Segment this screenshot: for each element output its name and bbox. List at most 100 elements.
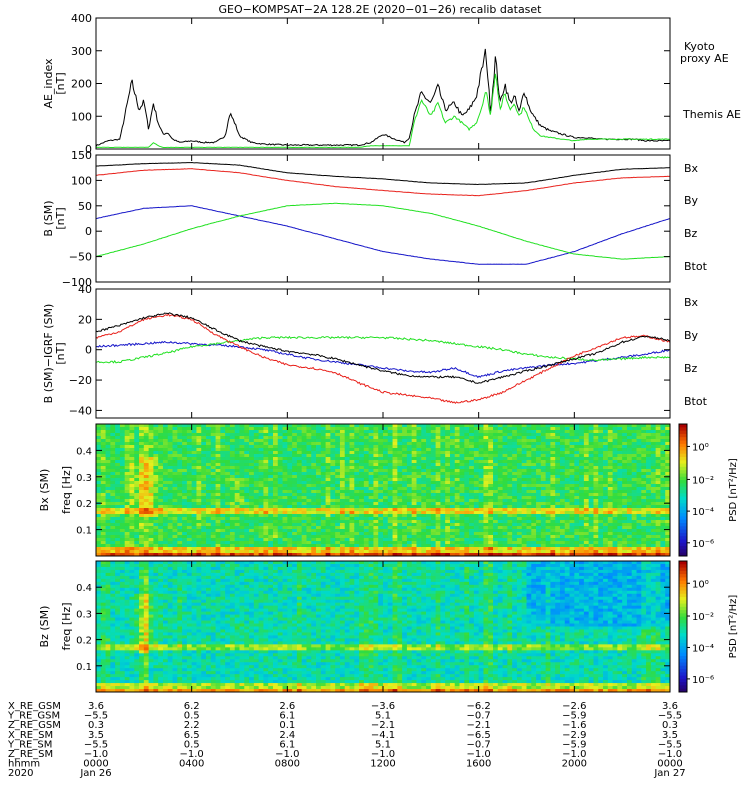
spectrogram-cell: [162, 445, 169, 449]
spectrogram-cell: [469, 487, 475, 491]
spectrogram-cell: [569, 526, 575, 530]
spectrogram-cell: [282, 532, 288, 536]
spectrogram-cell: [406, 505, 413, 509]
spectrogram-cell: [373, 550, 379, 554]
spectrogram-cell: [306, 505, 312, 509]
spectrogram-cell: [272, 439, 279, 443]
spectrogram-cell: [516, 490, 523, 494]
spectrogram-cell: [478, 475, 484, 479]
spectrogram-cell: [387, 514, 393, 518]
spectrogram-cell: [182, 526, 188, 530]
spectrogram-cell: [124, 424, 130, 428]
spectrogram-cell: [330, 436, 336, 440]
spectrogram-cell: [421, 535, 427, 539]
spectrogram-cell: [105, 490, 111, 494]
spectrogram-cell: [330, 553, 336, 557]
spectrogram-cell: [569, 475, 575, 479]
spectrogram-cell: [478, 427, 484, 431]
spectrogram-cell: [110, 511, 116, 515]
spectrogram-cell: [598, 451, 604, 455]
spectrogram-cell: [464, 427, 470, 431]
spectrogram-cell: [124, 457, 130, 461]
spectrogram-cell: [239, 523, 245, 527]
spectrogram-cell: [129, 517, 135, 521]
spectrogram-cell: [368, 493, 374, 497]
spectrogram-cell: [483, 442, 489, 446]
spectrogram-cell: [497, 502, 503, 506]
spectrogram-cell: [440, 547, 446, 551]
spectrogram-cell: [454, 433, 460, 437]
spectrogram-cell: [526, 472, 532, 476]
spectrogram-cell: [383, 445, 389, 449]
spectrogram-cell: [139, 445, 145, 449]
spectrogram-cell: [162, 487, 169, 491]
spectrogram-cell: [569, 541, 575, 545]
spectrogram-cell: [564, 463, 570, 467]
spectrogram-cell: [473, 433, 480, 437]
spectrogram-cell: [435, 550, 441, 554]
spectrogram-cell: [378, 478, 384, 482]
spectrogram-cell: [225, 511, 231, 515]
spectrogram-cell: [559, 439, 566, 443]
spectrogram-cell: [550, 487, 556, 491]
spectrogram-cell: [182, 532, 188, 536]
spectrogram-cell: [440, 475, 446, 479]
spectrogram-cell: [105, 445, 111, 449]
spectrogram-cell: [464, 481, 470, 485]
spectrogram-cell: [191, 478, 197, 482]
spectrogram-cell: [392, 433, 398, 437]
spectrogram-cell: [493, 550, 499, 554]
spectrogram-cell: [292, 535, 298, 539]
spectrogram-cell: [426, 541, 432, 545]
spectrogram-cell: [330, 481, 336, 485]
spectrogram-cell: [100, 427, 106, 431]
spectrogram-cell: [191, 511, 197, 515]
spectrogram-cell: [220, 457, 226, 461]
spectrogram-cell: [559, 442, 566, 446]
spectrogram-cell: [296, 496, 303, 500]
spectrogram-cell: [244, 514, 250, 518]
spectrogram-cell: [325, 469, 331, 473]
spectrogram-cell: [296, 442, 303, 446]
spectrogram-cell: [272, 424, 279, 428]
spectrogram-cell: [449, 550, 456, 554]
spectrogram-cell: [617, 511, 623, 515]
spectrogram-cell: [540, 511, 547, 515]
spectrogram-cell: [244, 520, 250, 524]
spectrogram-cell: [622, 439, 628, 443]
spectrogram-cell: [105, 496, 111, 500]
spectrogram-cell: [387, 538, 393, 542]
spectrogram-cell: [301, 544, 307, 548]
spectrogram-cell: [454, 517, 460, 521]
spectrogram-cell: [607, 550, 613, 554]
spectrogram-cell: [287, 520, 293, 524]
spectrogram-cell: [100, 454, 106, 458]
spectrogram-cell: [105, 532, 111, 536]
spectrogram-cell: [282, 424, 288, 428]
spectrogram-cell: [229, 514, 236, 518]
spectrogram-cell: [148, 547, 154, 551]
spectrogram-cell: [406, 457, 413, 461]
spectrogram-cell: [306, 514, 312, 518]
spectrogram-cell: [306, 457, 312, 461]
spectrogram-cell: [435, 481, 441, 485]
spectrogram-cell: [215, 475, 221, 479]
spectrogram-cell: [392, 484, 398, 488]
spectrogram-cell: [359, 454, 365, 458]
spectrogram-cell: [229, 484, 236, 488]
spectrogram-cell: [622, 502, 628, 506]
spectrogram-cell: [263, 496, 269, 500]
spectrogram-cell: [249, 478, 255, 482]
spectrogram-cell: [459, 529, 465, 533]
spectrogram-cell: [440, 427, 446, 431]
spectrogram-cell: [617, 508, 623, 512]
spectrogram-cell: [603, 427, 609, 431]
spectrogram-cell: [105, 433, 111, 437]
spectrogram-cell: [196, 499, 202, 503]
spectrogram-cell: [100, 442, 106, 446]
spectrogram-cell: [607, 472, 613, 476]
spectrogram-cell: [339, 430, 346, 434]
spectrogram-cell: [612, 550, 618, 554]
spectrogram-cell: [325, 490, 331, 494]
spectrogram-cell: [287, 490, 293, 494]
